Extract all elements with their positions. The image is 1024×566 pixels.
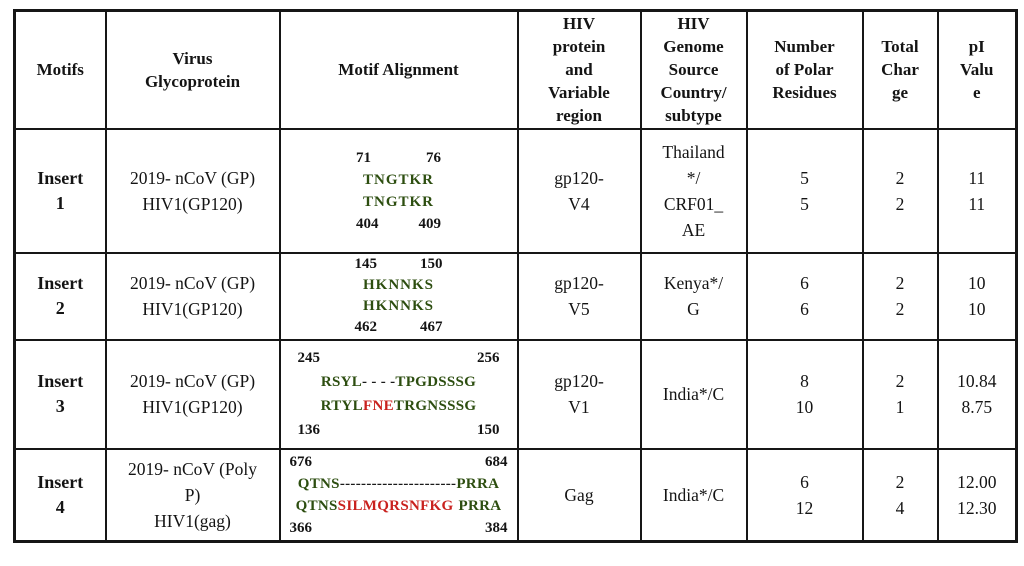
hiv-sequence-line: TNGTKR: [356, 191, 441, 213]
polar-residues-cell: 6 6: [745, 251, 864, 341]
hiv-protein-cell: Gag: [516, 447, 642, 543]
residue-number-end: 467: [420, 319, 443, 335]
genome-source-cell: Thailand */ CRF01_ AE: [639, 127, 748, 254]
pi-value-cell: 10 10: [936, 251, 1018, 341]
motif-alignment-cell: 71 76 TNGTKR TNGTKR 404 409: [278, 127, 519, 254]
ncov-sequence-line: HKNNKS: [355, 275, 443, 296]
table-row-insert-4: Insert 4 2019- nCoV (Poly P) HIV1(gag) 6…: [13, 447, 1018, 543]
sequence-segment: HKNNKS: [362, 277, 434, 293]
residue-number-line: 462 467: [355, 317, 443, 338]
genome-source-cell: India*/C: [639, 338, 748, 450]
residue-number-end: 409: [418, 215, 442, 232]
column-header-pi-value: pI Valu e: [936, 9, 1018, 130]
sequence-segment: HKNNKS: [362, 298, 434, 314]
residue-number-line: 145 150: [354, 255, 443, 276]
total-charge-cell: 2 2: [861, 251, 939, 341]
total-charge-cell: 2 2: [861, 127, 939, 254]
ncov-sequence-line: RSYL- - - -TPGDSSSG: [298, 370, 500, 394]
virus-glycoprotein-cell: 2019- nCoV (GP) HIV1(GP120): [104, 338, 281, 450]
pi-value-cell: 12.00 12.30: [936, 447, 1018, 543]
total-charge-cell: 2 4: [861, 447, 939, 543]
column-header-motif-alignment: Motif Alignment: [278, 9, 519, 130]
column-header-virus-glycoprotein: Virus Glycoprotein: [104, 9, 281, 130]
sequence-segment: QTNS: [297, 475, 340, 492]
residue-number-line: 676 684: [290, 451, 508, 473]
residue-number-line: 366 384: [290, 517, 508, 539]
hiv-protein-cell: gp120- V1: [516, 338, 642, 450]
alignment-gap-dashes: - - - -: [362, 374, 396, 390]
sequence-segment: QTNS: [295, 497, 338, 514]
residue-number-line: 71 76: [356, 147, 441, 169]
residue-number-line: 245 256: [298, 346, 500, 370]
hiv-sequence-line: HKNNKS: [355, 296, 443, 317]
pi-value-cell: 10.84 8.75: [936, 338, 1018, 450]
residue-number-start: 136: [297, 422, 321, 438]
alignment-block: 245 256 RSYL- - - -TPGDSSSG RTYLFNETRGNS…: [298, 346, 500, 442]
residue-number-end: 150: [477, 422, 500, 438]
sequence-segment: PRRA: [458, 497, 502, 514]
residue-number-line: 404 409: [356, 213, 441, 235]
polar-residues-cell: 8 10: [745, 338, 864, 450]
header-row: Motifs Virus Glycoprotein Motif Alignmen…: [13, 9, 1018, 130]
virus-glycoprotein-cell: 2019- nCoV (GP) HIV1(GP120): [104, 127, 281, 254]
virus-glycoprotein-cell: 2019- nCoV (Poly P) HIV1(gag): [104, 447, 281, 543]
sequence-segment: RSYL: [320, 374, 363, 390]
ncov-sequence-line: QTNS----------------------PRRA: [290, 473, 508, 495]
polar-residues-cell: 6 12: [745, 447, 864, 543]
residue-number-start: 71: [356, 149, 371, 166]
residue-number-end: 150: [420, 256, 443, 272]
sequence-segment: TNGTKR: [362, 171, 434, 188]
column-header-hiv-genome-source: HIV Genome Source Country/ subtype: [639, 9, 748, 130]
polar-residues-cell: 5 5: [745, 127, 864, 254]
table-row-insert-3: Insert 3 2019- nCoV (GP) HIV1(GP120) 245…: [13, 338, 1018, 450]
sequence-segment: TRGNSSSG: [393, 398, 477, 414]
sequence-segment: TPGDSSSG: [395, 374, 477, 390]
residue-number-end: 256: [477, 350, 500, 366]
residue-number-end: 76: [426, 149, 441, 166]
residue-number-end: 384: [485, 519, 508, 536]
alignment-block: 676 684 QTNS----------------------PRRA Q…: [290, 451, 508, 539]
total-charge-cell: 2 1: [861, 338, 939, 450]
pi-value-cell: 11 11: [936, 127, 1018, 254]
motif-comparison-table: Motifs Virus Glycoprotein Motif Alignmen…: [13, 9, 1018, 543]
hiv-sequence-line: RTYLFNETRGNSSSG: [298, 394, 500, 418]
hiv-protein-cell: gp120- V4: [516, 127, 642, 254]
motif-alignment-cell: 676 684 QTNS----------------------PRRA Q…: [278, 447, 519, 543]
sequence-segment: RTYL: [320, 398, 363, 414]
residue-number-end: 684: [485, 453, 508, 470]
motif-alignment-cell: 145 150 HKNNKS HKNNKS 462 467: [278, 251, 519, 341]
motif-label: Insert 4: [13, 447, 107, 543]
alignment-gap-dashes: ----------------------: [339, 475, 457, 492]
column-header-motifs: Motifs: [13, 9, 107, 130]
alignment-block: 145 150 HKNNKS HKNNKS 462 467: [354, 255, 443, 338]
sequence-insert-segment: SILMQRSNFKG: [337, 497, 454, 514]
alignment-block: 71 76 TNGTKR TNGTKR 404 409: [356, 147, 441, 235]
residue-number-line: 136 150: [298, 418, 500, 442]
ncov-sequence-line: TNGTKR: [356, 169, 441, 191]
residue-number-start: 366: [289, 519, 313, 536]
virus-glycoprotein-cell: 2019- nCoV (GP) HIV1(GP120): [104, 251, 281, 341]
residue-number-start: 462: [354, 319, 378, 335]
motif-alignment-cell: 245 256 RSYL- - - -TPGDSSSG RTYLFNETRGNS…: [278, 338, 519, 450]
column-header-hiv-protein: HIV protein and Variable region: [516, 9, 642, 130]
motif-label: Insert 3: [13, 338, 107, 450]
hiv-protein-cell: gp120- V5: [516, 251, 642, 341]
column-header-total-charge: Total Char ge: [861, 9, 939, 130]
sequence-insert-segment: FNE: [363, 398, 394, 414]
motif-label: Insert 1: [13, 127, 107, 254]
genome-source-cell: India*/C: [639, 447, 748, 543]
hiv-sequence-line: QTNSSILMQRSNFKG PRRA: [290, 495, 508, 517]
residue-number-start: 676: [289, 453, 313, 470]
table-row-insert-2: Insert 2 2019- nCoV (GP) HIV1(GP120) 145…: [13, 251, 1018, 341]
table-row-insert-1: Insert 1 2019- nCoV (GP) HIV1(GP120) 71 …: [13, 127, 1018, 254]
column-header-polar-residues: Number of Polar Residues: [745, 9, 864, 130]
motif-label: Insert 2: [13, 251, 107, 341]
sequence-segment: PRRA: [456, 475, 500, 492]
genome-source-cell: Kenya*/ G: [639, 251, 748, 341]
residue-number-start: 145: [354, 256, 378, 272]
residue-number-start: 404: [356, 215, 379, 232]
residue-number-start: 245: [297, 350, 321, 366]
sequence-segment: TNGTKR: [362, 193, 434, 210]
